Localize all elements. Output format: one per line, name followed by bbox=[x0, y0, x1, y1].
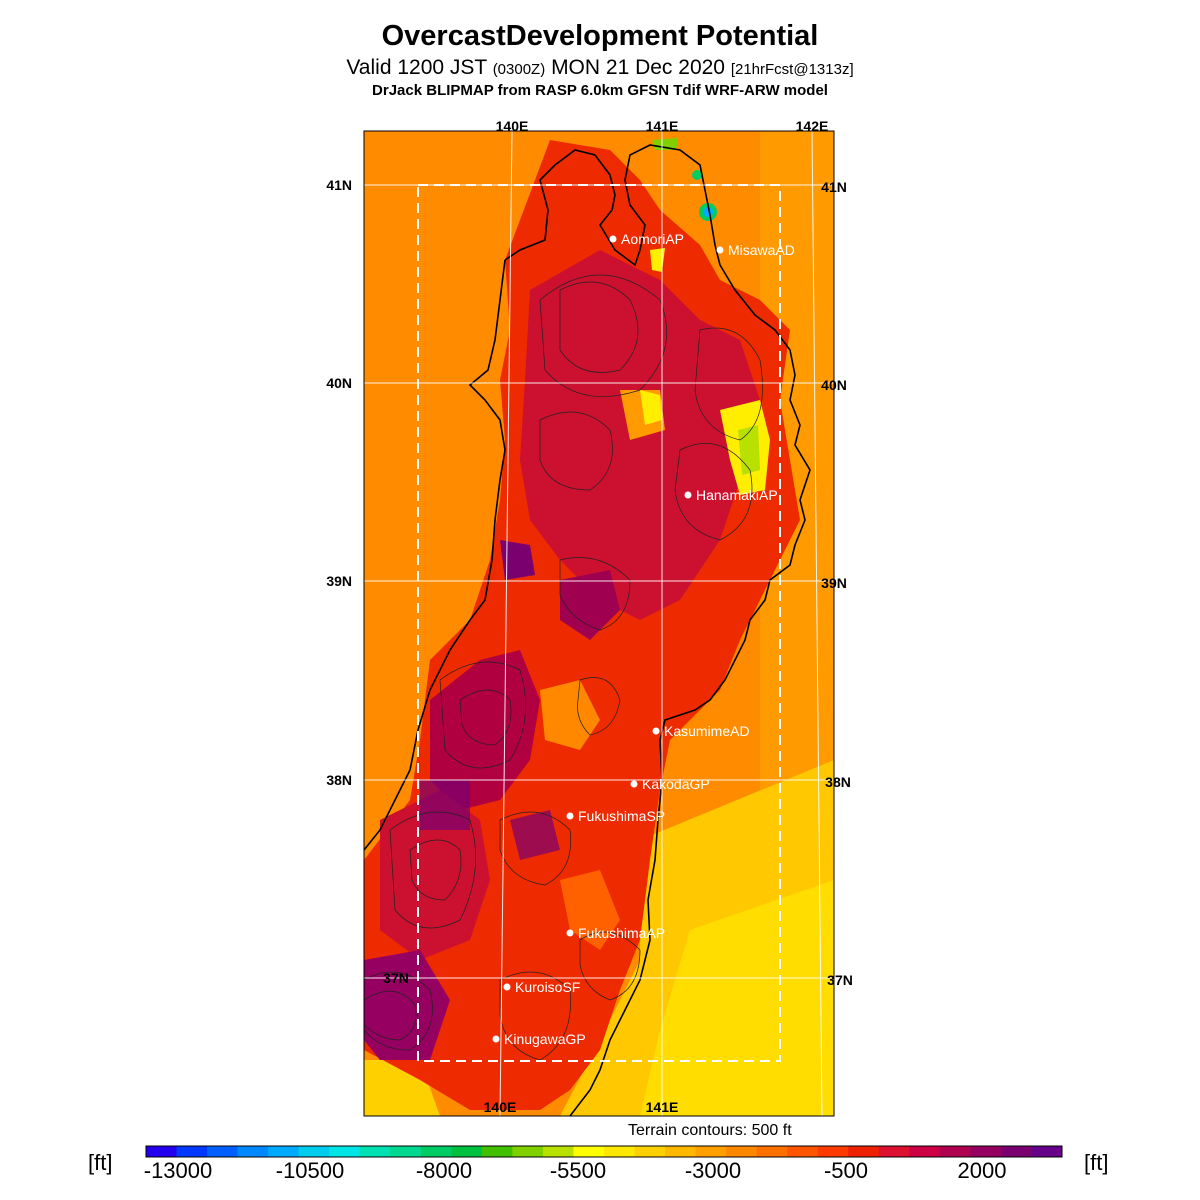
colorbar-unit-right: [ft] bbox=[1084, 1150, 1109, 1175]
valid-prefix: Valid 1200 JST bbox=[346, 56, 487, 79]
model-line: DrJack BLIPMAP from RASP 6.0km GFSN Tdif… bbox=[372, 82, 828, 99]
lat-label-41n-right: 41N bbox=[821, 179, 847, 195]
station-label: FukushimaAP bbox=[578, 925, 665, 941]
valid-utc: (0300Z) bbox=[492, 61, 546, 78]
lat-label-39n-right: 39N bbox=[821, 575, 847, 591]
lat-label-40n-right: 40N bbox=[821, 377, 847, 393]
terrain-contours bbox=[364, 274, 763, 1061]
station-kasumimead[interactable]: KasumimeAD bbox=[652, 723, 750, 739]
colorbar-tick-label: -8000 bbox=[415, 1158, 473, 1183]
inner-domain-box bbox=[417, 184, 781, 1062]
station-misawaad[interactable]: MisawaAD bbox=[716, 242, 795, 258]
lat-label-41n-left: 41N bbox=[326, 177, 352, 193]
station-label: KuroisoSF bbox=[515, 979, 580, 995]
station-kuroisosf[interactable]: KuroisoSF bbox=[503, 979, 581, 995]
station-label: KasumimeAD bbox=[664, 723, 750, 739]
heatmap-field bbox=[364, 131, 834, 1116]
station-fukushimaap[interactable]: FukushimaAP bbox=[566, 925, 666, 941]
station-kakodagp[interactable]: KakodaGP bbox=[630, 776, 710, 792]
lon-label-140e-bottom: 140E bbox=[484, 1099, 517, 1115]
station-label: HanamakiAP bbox=[696, 487, 778, 503]
map-frame bbox=[363, 130, 835, 1117]
colorbar-tick-label: -500 bbox=[823, 1158, 869, 1183]
lon-label-141e-top: 141E bbox=[646, 118, 679, 134]
lat-label-38n-right: 38N bbox=[825, 774, 851, 790]
lon-label-140e-top: 140E bbox=[496, 118, 529, 134]
lon-label-141e-bottom: 141E bbox=[646, 1099, 679, 1115]
station-hanamakiap[interactable]: HanamakiAP bbox=[684, 487, 778, 503]
lat-label-39n-left: 39N bbox=[326, 573, 352, 589]
colorbar-tick-label: -5500 bbox=[549, 1158, 607, 1183]
station-label: AomoriAP bbox=[621, 231, 684, 247]
lat-label-37n-left: 37N bbox=[383, 970, 409, 986]
colorbar-tick-label: -3000 bbox=[684, 1158, 742, 1183]
station-aomoriap[interactable]: AomoriAP bbox=[609, 231, 685, 247]
colorbar-tick-label: 2000 bbox=[957, 1158, 1007, 1183]
station-label: FukushimaSP bbox=[578, 808, 665, 824]
valid-time-line: Valid 1200 JST (0300Z) MON 21 Dec 2020 [… bbox=[0, 56, 1200, 80]
colorbar-tick-label: -10500 bbox=[275, 1158, 345, 1183]
terrain-contour-note: Terrain contours: 500 ft bbox=[628, 1122, 792, 1139]
station-label: KakodaGP bbox=[642, 776, 710, 792]
station-label: KinugawaGP bbox=[504, 1031, 586, 1047]
map-title: OvercastDevelopment Potential bbox=[381, 20, 819, 52]
station-fukushimasp[interactable]: FukushimaSP bbox=[566, 808, 666, 824]
colorbar-tick-label: -13000 bbox=[143, 1158, 213, 1183]
lon-label-142e-top: 142E bbox=[796, 118, 829, 134]
station-label: MisawaAD bbox=[728, 242, 795, 258]
colorbar-unit-left: [ft] bbox=[88, 1150, 113, 1175]
forecast-info: [21hrFcst@1313z] bbox=[730, 61, 854, 78]
lat-label-37n-right: 37N bbox=[827, 972, 853, 988]
lat-label-40n-left: 40N bbox=[326, 375, 352, 391]
station-kinugawagp[interactable]: KinugawaGP bbox=[492, 1031, 586, 1047]
lat-label-38n-left: 38N bbox=[326, 772, 352, 788]
valid-date: MON 21 Dec 2020 bbox=[551, 56, 725, 79]
